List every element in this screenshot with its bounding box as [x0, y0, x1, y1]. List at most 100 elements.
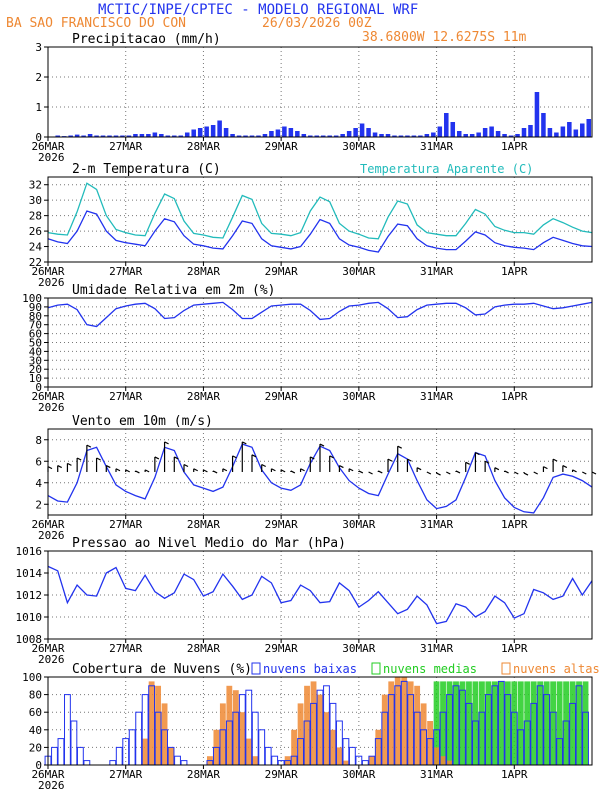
cloud-bar-nuvens-medias	[563, 681, 570, 765]
y-tick-label: 30	[29, 354, 42, 367]
wind-barb-flag	[552, 458, 558, 462]
cloud-bar-nuvens-baixas	[361, 760, 369, 766]
cloud-legend-swatch	[251, 662, 261, 675]
cloud-bar-nuvens-baixas	[348, 746, 356, 766]
x-tick-label: 30MAR	[342, 518, 375, 531]
y-tick-label: 50	[29, 337, 42, 350]
wind-barb-flag	[339, 465, 344, 469]
y-tick-label: 70	[29, 319, 42, 332]
precip-bar	[385, 134, 391, 137]
cloud-legend-label: nuvens medias	[383, 662, 477, 676]
cloud-bar-nuvens-altas	[342, 760, 349, 765]
y-tick-label: 8	[35, 434, 42, 447]
wind-barb-flag	[397, 445, 402, 449]
cloud-bar-nuvens-baixas	[135, 711, 143, 766]
cloud-bar-nuvens-baixas	[109, 760, 117, 766]
x-tick-label: 30MAR	[342, 768, 375, 781]
precip-bar	[204, 126, 209, 137]
y-tick-label: 20	[29, 363, 42, 376]
precip-bar	[288, 128, 294, 137]
y-tick-label: 10	[29, 372, 42, 385]
wind-barb-flag	[416, 467, 422, 471]
series-line-temp	[47, 210, 593, 253]
x-tick-label: 27MAR	[109, 518, 142, 531]
cloud-bar-nuvens-medias	[524, 681, 531, 765]
cloud-bar-nuvens-altas	[161, 703, 168, 765]
x-tick-label: 1APR	[501, 642, 528, 655]
precip-bar	[379, 134, 384, 137]
precip-bar	[165, 135, 171, 137]
cloud-bar-nuvens-baixas	[64, 694, 71, 766]
precip-bar	[178, 135, 184, 137]
wind-barb-flag	[232, 455, 237, 459]
precip-bar	[320, 135, 326, 137]
header-coords: 38.6800W 12.6275S 11m	[362, 30, 527, 45]
precip-bar	[372, 132, 378, 137]
precip-bar	[120, 135, 125, 137]
cloud-legend-swatch	[371, 662, 381, 675]
plot-frame	[47, 676, 593, 766]
plot-frame	[47, 46, 593, 138]
cloud-bar-nuvens-altas	[232, 690, 239, 765]
wind-barb-flag	[193, 468, 198, 472]
cloud-bar-nuvens-altas	[368, 756, 375, 765]
precip-bar	[450, 122, 456, 137]
y-tick-label: 100	[22, 292, 42, 305]
y-tick-label: 40	[29, 724, 42, 737]
y-tick-label: 80	[29, 689, 42, 702]
cloud-bar-nuvens-medias	[440, 681, 446, 765]
wind-barb-flag	[86, 444, 92, 448]
wind-barb-flag	[174, 456, 179, 460]
wind-barb-flag	[591, 471, 597, 475]
precip-bar	[139, 134, 145, 137]
plot-frame	[47, 428, 593, 516]
series-line-pres	[47, 565, 593, 625]
wind-barb-flag	[504, 470, 509, 474]
precip-bar	[521, 128, 527, 137]
cloud-legend-label: nuvens baixas	[263, 662, 357, 676]
wind-barb-flag	[348, 468, 354, 472]
wind-barb-flag	[115, 468, 121, 472]
precip-bar	[411, 135, 417, 137]
x-tick-label: 26MAR	[31, 140, 64, 153]
x-tick-label: 30MAR	[342, 390, 375, 403]
cloud-bar-nuvens-baixas	[83, 760, 91, 766]
cloud-bar-nuvens-medias	[446, 681, 453, 765]
precip-bar	[217, 120, 222, 137]
precip-bar	[275, 129, 281, 137]
precip-bar	[489, 126, 494, 137]
precip-bar	[398, 135, 404, 137]
precip-bar	[444, 113, 449, 137]
x-tick-label: 28MAR	[187, 642, 220, 655]
temp-apparent-legend: Temperatura Aparente (C)	[360, 162, 533, 176]
cloud-bar-nuvens-altas	[433, 747, 440, 765]
precip-bar	[424, 134, 430, 137]
precip-bar	[586, 119, 592, 137]
cloud-bar-nuvens-medias	[556, 681, 563, 765]
panel-pres: 1008 1010 1012 1014 1016 26MAR 27MAR 28MAR 29MAR…	[16, 536, 593, 666]
precip-bar	[87, 134, 93, 137]
wind-barb-flag	[67, 462, 72, 466]
precip-bar	[327, 135, 332, 137]
wind-barb-flag	[154, 456, 160, 460]
wind-barb-flag	[261, 463, 266, 468]
precip-bar	[469, 134, 475, 137]
cloud-bar-nuvens-altas	[381, 694, 388, 765]
wind-barb-flag	[358, 470, 364, 474]
precip-bar	[580, 123, 585, 137]
precip-bar	[534, 92, 540, 137]
cloud-bar-nuvens-baixas	[271, 755, 279, 766]
plot-frame	[47, 176, 593, 263]
cloud-bar-nuvens-altas	[330, 729, 336, 765]
cloud-bar-nuvens-altas	[155, 685, 162, 765]
precip-bar	[359, 123, 365, 137]
y-tick-label: 20	[29, 741, 42, 754]
x-axis-year: 2026	[38, 529, 65, 542]
precip-bar	[554, 132, 559, 137]
cloud-bar-nuvens-medias	[472, 681, 479, 765]
wind-barb-flag	[76, 457, 82, 461]
cloud-bar-nuvens-baixas	[258, 729, 266, 766]
x-tick-label: 26MAR	[31, 518, 64, 531]
wind-barb-flag	[562, 465, 568, 469]
